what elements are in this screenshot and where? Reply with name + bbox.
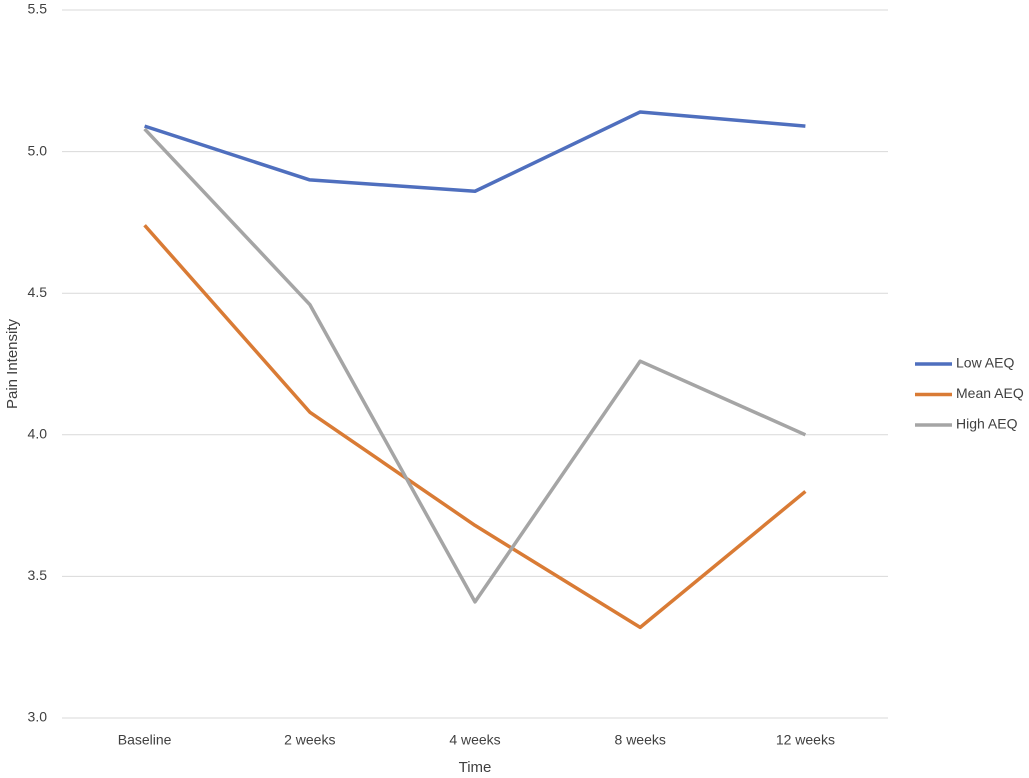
y-tick-label: 5.5 bbox=[28, 1, 48, 17]
legend-label: Low AEQ bbox=[956, 355, 1014, 371]
y-tick-label: 5.0 bbox=[28, 142, 48, 158]
x-tick-label: 2 weeks bbox=[284, 732, 335, 748]
x-tick-label: 4 weeks bbox=[449, 732, 500, 748]
x-tick-label: 8 weeks bbox=[615, 732, 666, 748]
x-tick-label: 12 weeks bbox=[776, 732, 835, 748]
line-series bbox=[144, 110, 806, 193]
legend-label: Mean AEQ bbox=[956, 385, 1024, 401]
line-series bbox=[143, 224, 807, 630]
x-axis-title: Time bbox=[459, 759, 492, 776]
line-series bbox=[143, 127, 807, 604]
y-tick-label: 4.0 bbox=[28, 426, 48, 442]
y-tick-label: 4.5 bbox=[28, 284, 48, 300]
x-tick-label: Baseline bbox=[118, 732, 172, 748]
y-tick-label: 3.5 bbox=[28, 567, 48, 583]
legend-label: High AEQ bbox=[956, 416, 1018, 432]
y-tick-label: 3.0 bbox=[28, 709, 48, 725]
y-axis-title: Pain Intensity bbox=[4, 318, 21, 409]
